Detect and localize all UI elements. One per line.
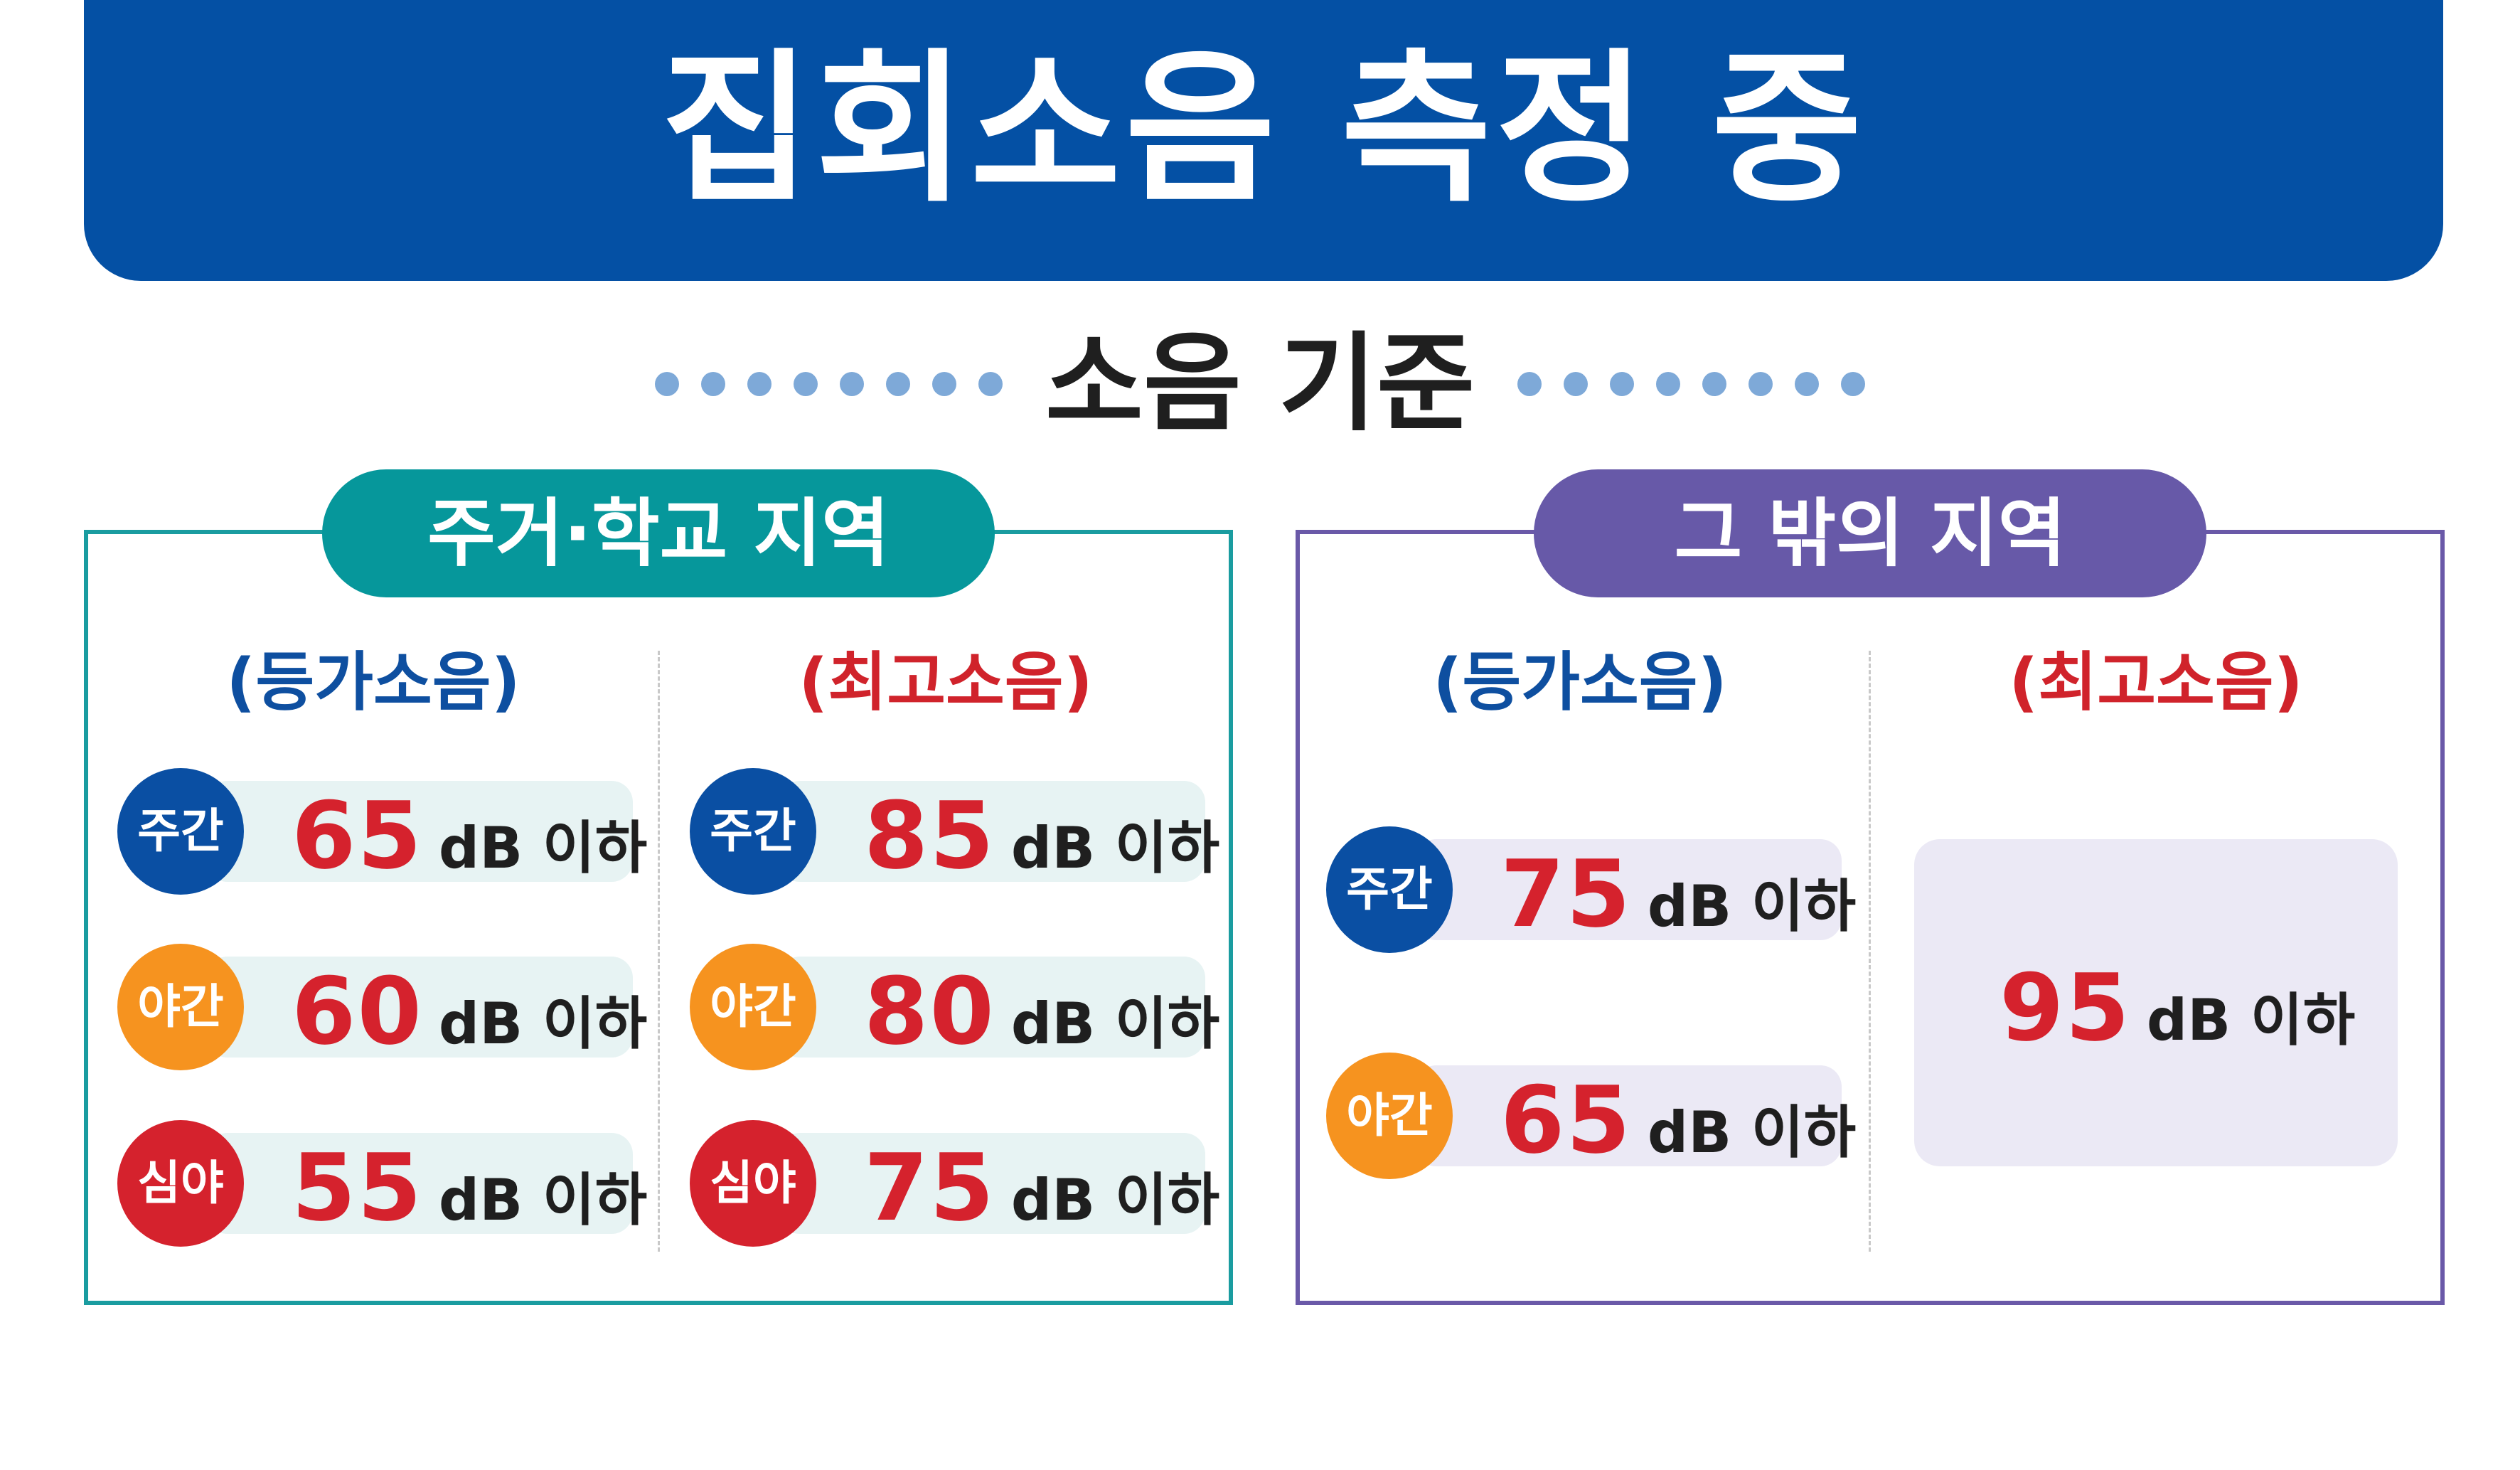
dot	[1841, 372, 1866, 396]
column-divider	[658, 651, 660, 1252]
dot	[931, 372, 956, 396]
dot	[839, 372, 864, 396]
night-badge: 야간	[690, 944, 816, 1070]
day-badge: 주간	[1326, 826, 1453, 953]
noise-value: 65	[1500, 1066, 1632, 1174]
residential-zone-label: 주거·학교 지역	[322, 469, 995, 597]
subtitle-row: 소음 기준	[0, 320, 2520, 448]
noise-unit: dB 이하	[438, 815, 648, 881]
right-dots	[1517, 372, 1866, 396]
value-line: 60 dB 이하	[292, 965, 647, 1058]
dot	[700, 372, 725, 396]
value-row	[206, 957, 633, 1058]
noise-unit: dB 이하	[2146, 987, 2356, 1053]
noise-unit: dB 이하	[1010, 991, 1220, 1057]
value-line: 95 dB 이하	[2000, 962, 2355, 1054]
noise-unit: dB 이하	[1010, 815, 1220, 881]
noise-unit: dB 이하	[1010, 1167, 1220, 1233]
day-badge: 주간	[117, 768, 244, 895]
late-night-badge: 심야	[690, 1120, 816, 1247]
noise-unit: dB 이하	[1647, 1099, 1857, 1166]
maximum-heading: (최고소음)	[2009, 645, 2303, 720]
dot	[1656, 372, 1681, 396]
value-row	[1415, 839, 1842, 940]
noise-value: 55	[292, 1134, 423, 1242]
noise-unit: dB 이하	[438, 1167, 648, 1233]
noise-value: 60	[292, 957, 423, 1065]
day-badge: 주간	[690, 768, 816, 895]
noise-value: 65	[292, 782, 423, 890]
section-subtitle: 소음 기준	[1045, 322, 1475, 446]
dot	[1517, 372, 1542, 396]
dot	[747, 372, 772, 396]
dot	[793, 372, 818, 396]
noise-value: 75	[1500, 840, 1632, 948]
value-row	[779, 781, 1205, 882]
value-line: 75 dB 이하	[1500, 848, 1856, 940]
value-line: 65 dB 이하	[1500, 1074, 1856, 1166]
value-line: 75 dB 이하	[864, 1141, 1219, 1234]
value-row	[206, 1133, 633, 1234]
dot	[885, 372, 910, 396]
value-row	[779, 1133, 1205, 1234]
left-dots	[654, 372, 1003, 396]
value-row	[1415, 1065, 1842, 1166]
noise-value: 85	[864, 782, 995, 890]
dot	[1702, 372, 1727, 396]
noise-value: 80	[864, 957, 995, 1065]
noise-unit: dB 이하	[438, 991, 648, 1057]
noise-value: 75	[864, 1134, 995, 1242]
maximum-heading: (최고소음)	[799, 645, 1093, 720]
noise-unit: dB 이하	[1647, 873, 1857, 939]
dot	[1795, 372, 1820, 396]
value-line: 55 dB 이하	[292, 1141, 647, 1234]
maximum-value-panel	[1914, 839, 2398, 1166]
page-title: 집회소음 측정 중	[661, 34, 1867, 225]
night-badge: 야간	[1326, 1053, 1453, 1179]
header-banner: 집회소음 측정 중	[84, 0, 2443, 281]
other-zone-label: 그 밖의 지역	[1534, 469, 2206, 597]
late-night-badge: 심야	[117, 1120, 244, 1247]
dot	[1610, 372, 1635, 396]
dot	[978, 372, 1003, 396]
equivalent-heading: (등가소음)	[226, 645, 520, 720]
value-row	[206, 781, 633, 882]
value-line: 80 dB 이하	[864, 965, 1219, 1058]
column-divider	[1869, 651, 1871, 1252]
dot	[654, 372, 679, 396]
dot	[1748, 372, 1773, 396]
value-line: 85 dB 이하	[864, 789, 1219, 882]
value-line: 65 dB 이하	[292, 789, 647, 882]
dot	[1564, 372, 1589, 396]
equivalent-heading: (등가소음)	[1433, 645, 1727, 720]
noise-value: 95	[2000, 954, 2131, 1062]
night-badge: 야간	[117, 944, 244, 1070]
value-row	[779, 957, 1205, 1058]
